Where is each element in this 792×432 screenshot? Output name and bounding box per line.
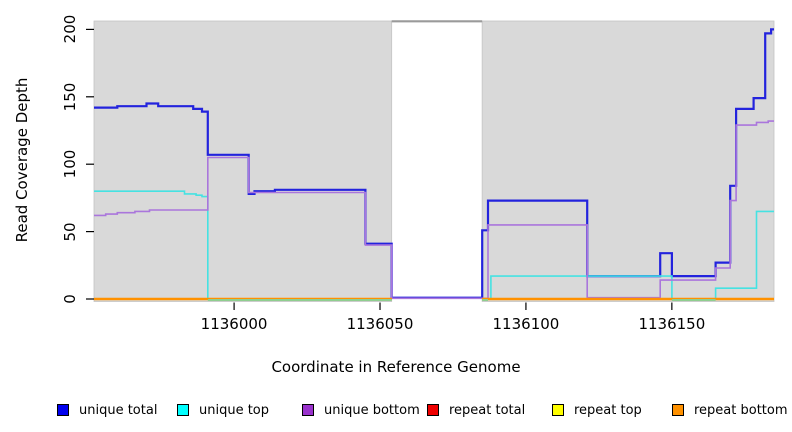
y-tick-label: 100 — [61, 149, 79, 179]
legend-item-repeat-bottom: repeat bottom — [672, 400, 788, 420]
x-tick-label: 1136000 — [200, 315, 268, 333]
legend-swatch-repeat-total — [427, 404, 439, 416]
legend-label: unique total — [79, 402, 158, 418]
legend: unique total unique top unique bottom repea… — [0, 400, 792, 422]
series-line-unique-bottom — [94, 120, 774, 300]
y-tick-label: 0 — [61, 294, 79, 304]
legend-swatch-unique-total — [57, 404, 69, 416]
legend-item-repeat-top: repeat top — [552, 400, 642, 420]
y-axis-title: Read Coverage Depth — [13, 77, 31, 243]
covered-region-covered-left — [93, 20, 393, 302]
legend-item-repeat-total: repeat total — [427, 400, 525, 420]
legend-item-unique-top: unique top — [177, 400, 269, 420]
covered-region-covered-right — [481, 20, 775, 302]
x-axis-title: Coordinate in Reference Genome — [271, 358, 521, 376]
legend-swatch-repeat-top — [552, 404, 564, 416]
y-tick-label: 200 — [61, 15, 79, 44]
y-tick-label: 150 — [61, 82, 79, 112]
legend-label: unique bottom — [324, 402, 420, 418]
legend-swatch-unique-bottom — [302, 404, 314, 416]
x-tick-label: 1136150 — [638, 315, 706, 333]
x-tick-label: 1136100 — [492, 315, 560, 333]
axis-ticks — [86, 28, 673, 310]
series-line-unique-top — [94, 190, 392, 300]
legend-item-unique-total: unique total — [57, 400, 157, 420]
legend-label: repeat top — [574, 402, 642, 418]
legend-label: repeat total — [449, 402, 526, 418]
y-tick-label: 50 — [61, 222, 79, 242]
background-regions — [93, 20, 775, 302]
legend-label: repeat bottom — [694, 402, 788, 418]
legend-label: unique top — [199, 402, 270, 418]
x-tick-label: 1136050 — [346, 315, 414, 333]
legend-swatch-unique-top — [177, 404, 189, 416]
legend-swatch-repeat-bottom — [672, 404, 684, 416]
legend-item-unique-bottom: unique bottom — [302, 400, 420, 420]
